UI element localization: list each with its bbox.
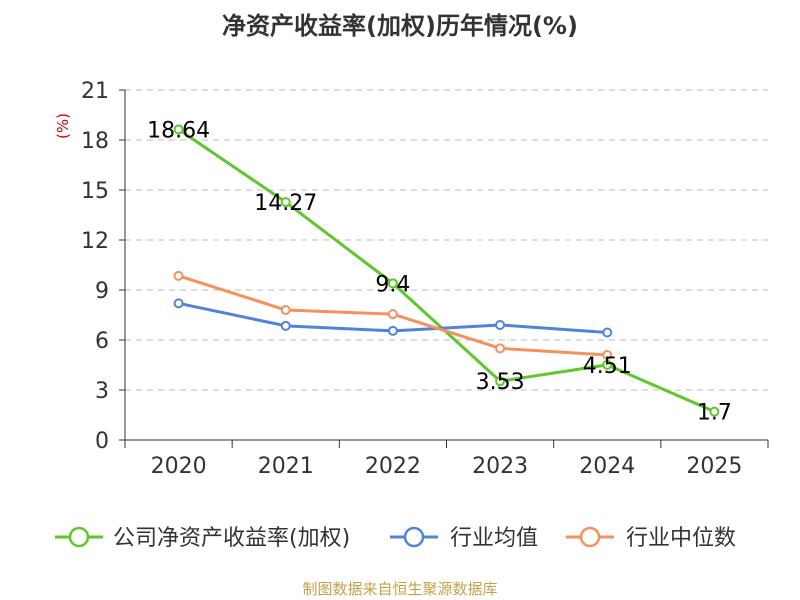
series-0-point-2024 (602, 359, 613, 370)
data-label-2023: 3.53 (476, 370, 525, 395)
y-tick-label-3: 3 (95, 379, 109, 404)
source-note: 制图数据来自恒生聚源数据库 (302, 580, 497, 598)
y-tick-label-9: 9 (95, 279, 109, 304)
y-tick-label-6: 6 (95, 329, 109, 354)
legend-marker-2[interactable] (579, 526, 601, 548)
data-label-2020: 18.64 (147, 118, 210, 143)
series-1-point-2021 (280, 320, 291, 331)
series-1-point-2024 (602, 327, 613, 338)
y-tick-label-18: 18 (81, 129, 109, 154)
chart-title: 净资产收益率(加权)历年情况(%) (222, 12, 578, 40)
grid-lines (125, 89, 768, 391)
x-tick-label-2022: 2022 (365, 454, 421, 479)
series-group (173, 124, 720, 417)
x-tick-label-2024: 2024 (579, 454, 635, 479)
x-tick-label-2023: 2023 (472, 454, 528, 479)
legend-marker-0[interactable] (68, 526, 90, 548)
legend-label-2[interactable]: 行业中位数 (626, 526, 736, 551)
series-1-point-2020 (173, 298, 184, 309)
data-label-2022: 9.4 (375, 272, 410, 297)
legend-label-0[interactable]: 公司净资产收益率(加权) (113, 526, 350, 551)
data-label-2024: 4.51 (583, 354, 632, 379)
legend-marker-1[interactable] (403, 526, 425, 548)
data-label-2025: 1.7 (697, 401, 732, 426)
series-0-point-2021 (280, 197, 291, 208)
series-2-point-2024 (602, 350, 613, 360)
legend[interactable]: 公司净资产收益率(加权) 行业均值 行业中位数 (55, 526, 736, 551)
axes: 0 3 6 9 12 15 18 21 2020 2021 2022 2023 2024 2025 (81, 79, 769, 479)
series-1-point-2023 (495, 320, 506, 330)
series-1-point-2022 (387, 325, 398, 336)
series-0-point-2020 (173, 124, 184, 135)
series-line-0 (177, 128, 716, 414)
y-tick-label-0: 0 (95, 429, 109, 454)
x-tick-label-2025: 2025 (686, 454, 742, 479)
series-0-point-2022 (387, 278, 398, 289)
data-label-2021: 14.27 (254, 191, 317, 216)
y-tick-label-21: 21 (81, 79, 109, 104)
x-tick-label-2021: 2021 (258, 454, 314, 479)
series-0-point-2025 (709, 406, 720, 417)
series-0-point-2023 (495, 376, 506, 387)
x-tick-label-2020: 2020 (151, 454, 207, 479)
series-2-point-2020 (173, 270, 184, 281)
y-axis-unit: (%) (54, 113, 72, 139)
legend-label-1[interactable]: 行业均值 (450, 526, 538, 551)
series-2-point-2021 (280, 305, 291, 315)
y-tick-label-15: 15 (81, 179, 109, 204)
y-tick-label-12: 12 (81, 229, 109, 254)
series-2-point-2023 (495, 343, 506, 354)
series-2-point-2022 (387, 309, 398, 320)
data-labels: 18.64 14.27 9.4 3.53 4.51 1.7 (147, 118, 732, 425)
